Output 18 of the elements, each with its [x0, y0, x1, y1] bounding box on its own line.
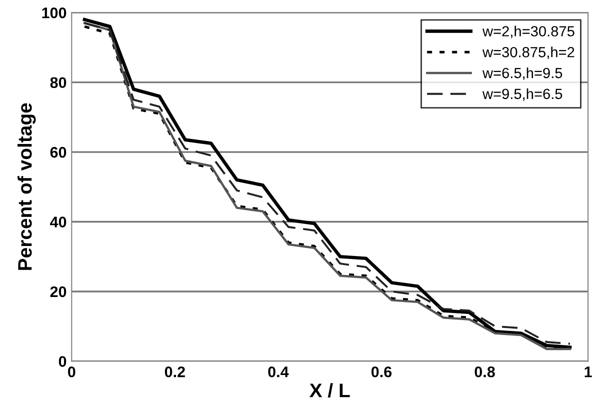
- x-tick-label: 1: [584, 366, 592, 378]
- legend-label: w=9.5,h=6.5: [482, 88, 562, 101]
- x-tick-label: 0.2: [164, 366, 185, 378]
- x-axis-title: X / L: [309, 383, 350, 398]
- x-tick-label: 0.8: [474, 366, 495, 378]
- y-tick-label: 80: [50, 77, 66, 88]
- x-tick-label: 0.6: [371, 366, 392, 378]
- legend-label: w=6.5,h=9.5: [482, 67, 562, 80]
- y-tick-label: 20: [50, 286, 66, 298]
- y-axis-title: Percent of voltage: [18, 103, 36, 270]
- legend-label: w=30.875,h=2: [482, 46, 574, 60]
- x-tick-label: 0.4: [268, 366, 289, 378]
- legend-label: w=2,h=30.875: [482, 26, 574, 38]
- x-tick-label: 0: [68, 366, 76, 378]
- y-tick-label: 0: [58, 356, 66, 367]
- y-tick-label: 60: [50, 146, 66, 158]
- y-tick-label: 100: [42, 7, 66, 18]
- y-tick-label: 40: [50, 216, 66, 228]
